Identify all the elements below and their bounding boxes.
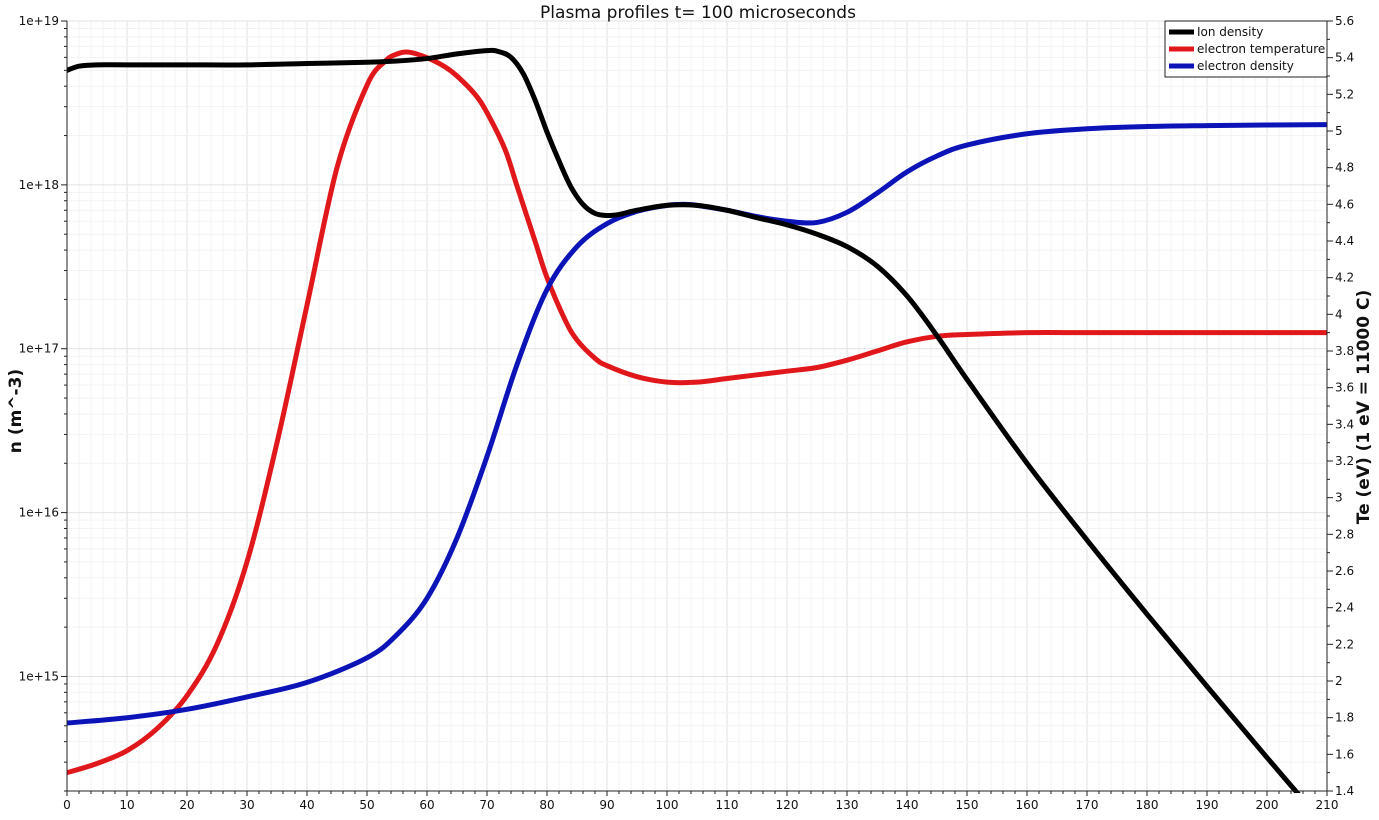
x-tick-label: 140 xyxy=(896,798,919,812)
x-tick-label: 80 xyxy=(539,798,554,812)
x-tick-label: 0 xyxy=(63,798,71,812)
chart-title: Plasma profiles t= 100 microseconds xyxy=(540,3,856,23)
y2-tick-label: 2.6 xyxy=(1335,564,1354,578)
y-tick-label: 1e+19 xyxy=(19,14,59,28)
y2-tick-label: 3.8 xyxy=(1335,344,1354,358)
y2-tick-label: 3.6 xyxy=(1335,381,1354,395)
legend-label-electron-density: electron density xyxy=(1197,59,1294,73)
y-tick-label: 1e+15 xyxy=(19,669,59,683)
y-tick-label: 1e+16 xyxy=(19,506,59,520)
x-tick-label: 120 xyxy=(776,798,799,812)
y2-tick-label: 5.2 xyxy=(1335,87,1354,101)
y2-tick-label: 3.4 xyxy=(1335,417,1354,431)
x-tick-label: 190 xyxy=(1196,798,1219,812)
x-tick-label: 50 xyxy=(359,798,374,812)
y2-tick-label: 1.8 xyxy=(1335,711,1354,725)
y2-tick-label: 4.2 xyxy=(1335,271,1354,285)
series-layer xyxy=(67,47,1327,793)
y2-tick-label: 5.6 xyxy=(1335,14,1354,28)
x-tick-label: 70 xyxy=(479,798,494,812)
x-tick-label: 180 xyxy=(1136,798,1159,812)
y-axis-label: n (m^-3) xyxy=(6,369,26,453)
legend-label-ion-density: Ion density xyxy=(1197,25,1263,39)
grid-lines xyxy=(66,20,1328,792)
y2-tick-label: 3.2 xyxy=(1335,454,1354,468)
y2-tick-label: 1.6 xyxy=(1335,747,1354,761)
series-line-ion-density xyxy=(67,47,1301,793)
y2-tick-label: 2.4 xyxy=(1335,601,1354,615)
x-tick-label: 10 xyxy=(119,798,134,812)
axes xyxy=(61,20,1333,796)
y2-tick-label: 1.4 xyxy=(1335,784,1354,798)
y2-tick-label: 4 xyxy=(1335,307,1343,321)
y2-tick-label: 4.8 xyxy=(1335,161,1354,175)
y2-axis-label: Te (eV) (1 eV = 11000 C) xyxy=(1354,290,1374,525)
x-tick-label: 90 xyxy=(599,798,614,812)
series-line-electron-temperature xyxy=(67,49,1327,776)
y2-tick-label: 5 xyxy=(1335,124,1343,138)
y2-tick-label: 5.4 xyxy=(1335,51,1354,65)
x-tick-label: 100 xyxy=(656,798,679,812)
x-tick-label: 210 xyxy=(1316,798,1339,812)
x-tick-label: 150 xyxy=(956,798,979,812)
y2-tick-label: 4.6 xyxy=(1335,197,1354,211)
y2-tick-label: 3 xyxy=(1335,491,1343,505)
x-tick-label: 130 xyxy=(836,798,859,812)
x-tick-label: 40 xyxy=(299,798,314,812)
y2-tick-label: 2.8 xyxy=(1335,527,1354,541)
y-tick-label: 1e+17 xyxy=(19,342,59,356)
y2-tick-label: 2.2 xyxy=(1335,637,1354,651)
y-tick-label: 1e+18 xyxy=(19,178,59,192)
x-tick-label: 60 xyxy=(419,798,434,812)
tick-labels: 0 10 20 30 40 50 60 70 80 90 100 110 120 130 140 150 160… xyxy=(19,14,1354,812)
x-tick-label: 200 xyxy=(1256,798,1279,812)
x-tick-label: 20 xyxy=(179,798,194,812)
legend-label-electron-temperature: electron temperature xyxy=(1197,42,1325,56)
x-tick-label: 160 xyxy=(1016,798,1039,812)
y2-tick-label: 4.4 xyxy=(1335,234,1354,248)
y2-tick-label: 2 xyxy=(1335,674,1343,688)
x-tick-label: 30 xyxy=(239,798,254,812)
legend: Ion density electron temperature electro… xyxy=(1164,20,1328,78)
x-tick-label: 110 xyxy=(716,798,739,812)
x-tick-label: 170 xyxy=(1076,798,1099,812)
